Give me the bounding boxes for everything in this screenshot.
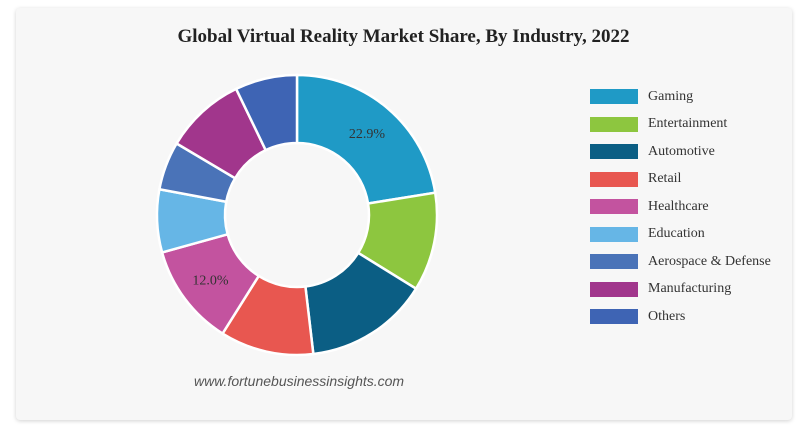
legend-item[interactable]: Others <box>590 303 771 331</box>
data-label: 12.0% <box>192 274 229 289</box>
legend-item[interactable]: Automotive <box>590 138 771 166</box>
legend-item[interactable]: Manufacturing <box>590 276 771 304</box>
legend-label: Manufacturing <box>648 281 732 297</box>
chart-legend: Gaming Entertainment Automotive Retail Healt… <box>590 83 771 331</box>
legend-item[interactable]: Aerospace & Defense <box>590 248 771 276</box>
legend-swatch <box>590 116 638 132</box>
legend-swatch <box>590 89 638 105</box>
legend-item[interactable]: Retail <box>590 166 771 194</box>
data-label: 22.9% <box>349 127 386 142</box>
chart-title: Global Virtual Reality Market Share, By … <box>177 26 630 47</box>
legend-swatch <box>590 226 638 242</box>
legend-item[interactable]: Education <box>590 221 771 249</box>
legend-item[interactable]: Gaming <box>590 83 771 111</box>
legend-swatch <box>590 281 638 297</box>
legend-swatch <box>590 144 638 160</box>
data-labels: 22.9% 12.0% <box>192 127 385 289</box>
legend-label: Gaming <box>648 88 694 104</box>
donut-slices <box>155 73 439 357</box>
legend-item[interactable]: Entertainment <box>590 111 771 139</box>
legend-label: Aerospace & Defense <box>648 253 771 269</box>
slice-gaming[interactable] <box>295 73 437 205</box>
legend-label: Entertainment <box>648 116 728 132</box>
legend-swatch <box>590 254 638 270</box>
legend-label: Retail <box>648 171 682 187</box>
legend-label: Others <box>648 308 686 324</box>
legend-label: Automotive <box>648 143 715 159</box>
legend-item[interactable]: Healthcare <box>590 193 771 221</box>
legend-label: Education <box>648 226 705 242</box>
source-credit: www.fortunebusinessinsights.com <box>194 373 405 389</box>
legend-swatch <box>590 171 638 187</box>
legend-swatch <box>590 309 638 325</box>
legend-label: Healthcare <box>648 198 709 214</box>
legend-swatch <box>590 199 638 215</box>
slice-others[interactable] <box>234 73 299 152</box>
